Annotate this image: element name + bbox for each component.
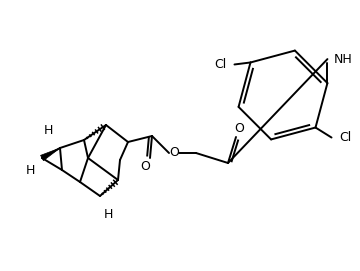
Text: H: H	[25, 163, 35, 176]
Text: Cl: Cl	[214, 58, 226, 71]
Text: H: H	[103, 208, 113, 221]
Text: O: O	[140, 160, 150, 173]
Text: O: O	[234, 122, 244, 136]
Text: H: H	[43, 124, 53, 137]
Text: O: O	[169, 147, 179, 160]
Text: NH: NH	[333, 53, 352, 66]
Text: Cl: Cl	[339, 131, 352, 144]
Polygon shape	[41, 148, 60, 161]
